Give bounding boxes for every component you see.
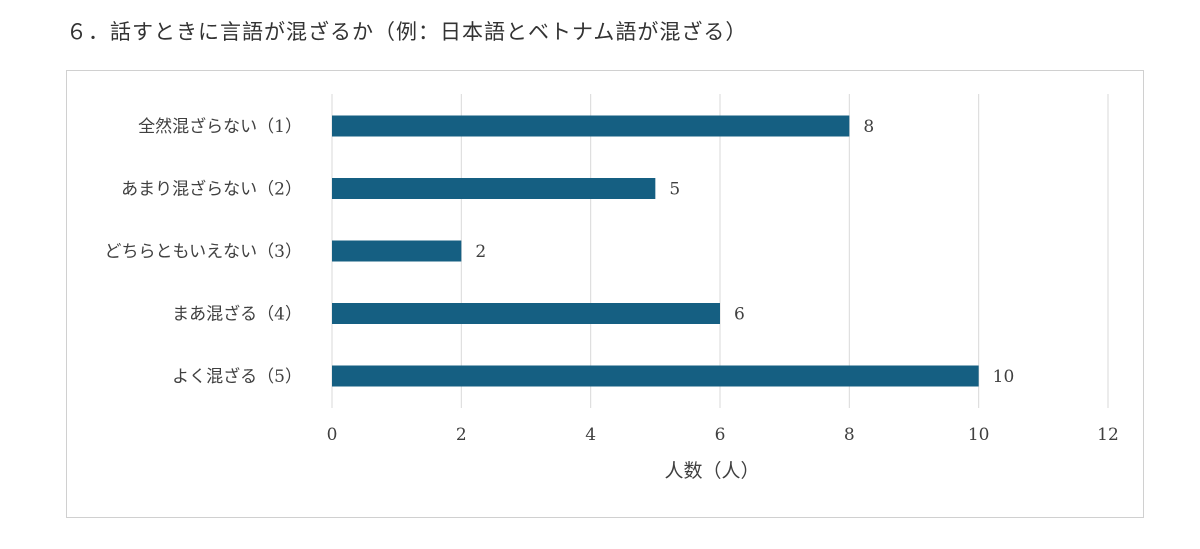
category-labels: 全然混ざらない（1） あまり混ざらない（2） どちらともいえない（3） まあ混ざる（4… (105, 116, 302, 387)
x-tick-labels: 0 2 4 6 8 10 12 (327, 425, 1119, 445)
category-label: まあ混ざる（4） (172, 304, 302, 325)
page-title: ６．話すときに言語が混ざるか（例：日本語とベトナム語が混ざる） (66, 20, 748, 44)
category-label: どちらともいえない（3） (105, 242, 302, 262)
x-tick-label: 2 (456, 425, 467, 445)
category-label: あまり混ざらない（2） (121, 179, 302, 200)
data-labels: 8 5 2 6 10 (475, 117, 1014, 387)
bar-value-label: 8 (863, 117, 874, 137)
x-tick-label: 6 (715, 425, 726, 445)
x-tick-label: 10 (968, 425, 990, 445)
bar-value-label: 5 (669, 180, 680, 200)
x-tick-label: 8 (844, 425, 855, 445)
bar (332, 178, 656, 199)
bar-value-label: 2 (475, 242, 486, 262)
x-tick-label: 4 (585, 425, 596, 445)
bar (332, 303, 720, 324)
category-label: よく混ざる（5） (172, 366, 302, 387)
bar (332, 115, 850, 137)
x-axis-title: 人数（人） (664, 460, 759, 482)
x-tick-label: 12 (1097, 425, 1119, 445)
x-tick-label: 0 (327, 425, 338, 445)
bars (332, 115, 979, 387)
bar (332, 365, 979, 387)
category-label: 全然混ざらない（1） (138, 116, 302, 137)
bar-value-label: 6 (734, 305, 745, 325)
bar-value-label: 10 (993, 367, 1015, 387)
chart-frame (66, 70, 1144, 518)
bar (332, 240, 462, 262)
gridlines (331, 94, 1109, 408)
